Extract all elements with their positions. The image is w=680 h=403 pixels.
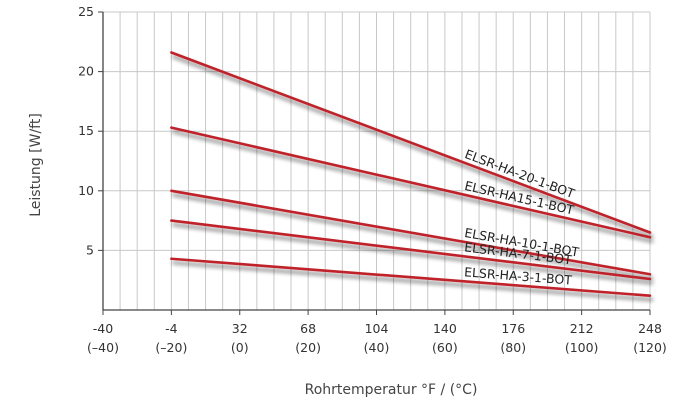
- x-tick-label-celsius: (100): [565, 340, 599, 355]
- x-tick-label-fahrenheit: 140: [433, 321, 457, 336]
- x-tick-label-fahrenheit: 104: [365, 321, 389, 336]
- x-tick-label-celsius: (20): [295, 340, 321, 355]
- y-axis-title: Leistung [W/ft]: [28, 113, 44, 217]
- y-tick-label: 10: [78, 183, 94, 198]
- x-tick-label-celsius: (80): [500, 340, 526, 355]
- x-tick-label-fahrenheit: 68: [300, 321, 316, 336]
- tick-labels: 5 10 15 20 25 -40 (–40) -4 (–20) 32 (0) 68 (20) 104 (4…: [78, 4, 667, 355]
- x-tick-label-fahrenheit: 176: [501, 321, 525, 336]
- x-tick-label-fahrenheit: 32: [232, 321, 248, 336]
- x-tick-label-fahrenheit: -40: [93, 321, 113, 336]
- x-tick-label-celsius: (–20): [155, 340, 187, 355]
- series-line: [170, 126, 652, 239]
- axes: [98, 11, 651, 315]
- x-tick-label-fahrenheit: 212: [570, 321, 594, 336]
- x-tick-label-celsius: (40): [364, 340, 390, 355]
- x-tick-label-celsius: (120): [633, 340, 667, 355]
- series-line: [170, 257, 652, 297]
- y-tick-label: 5: [86, 242, 94, 257]
- series-lines: [170, 51, 652, 297]
- y-tick-label: 15: [78, 123, 94, 138]
- x-tick-label-celsius: (–40): [87, 340, 119, 355]
- series-line: [170, 189, 652, 276]
- x-tick-label-fahrenheit: 248: [638, 321, 662, 336]
- y-tick-label: 20: [78, 64, 94, 79]
- x-tick-label-fahrenheit: -4: [165, 321, 178, 336]
- series-line: [170, 51, 652, 234]
- series-line: [170, 219, 652, 281]
- x-axis-title: Rohrtemperatur °F / (°C): [305, 382, 478, 398]
- x-tick-label-celsius: (0): [231, 340, 249, 355]
- x-tick-label-celsius: (60): [432, 340, 458, 355]
- y-tick-label: 25: [78, 4, 94, 19]
